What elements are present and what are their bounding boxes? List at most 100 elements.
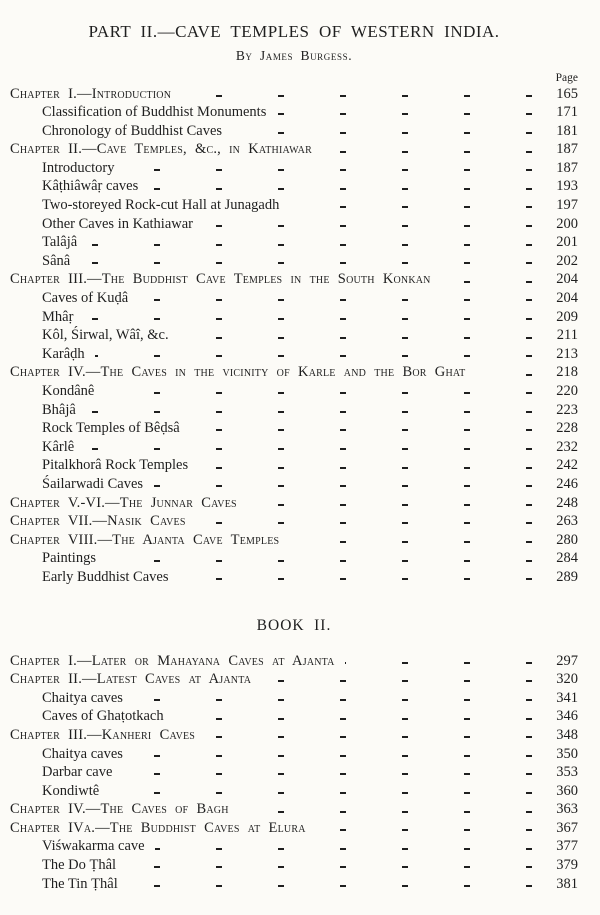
leader-dashes xyxy=(109,791,540,794)
toc-page-number: 232 xyxy=(556,438,578,455)
toc-entry-label: Chapter III.—The Buddhist Cave Temples i… xyxy=(10,271,431,288)
toc-page-number: 246 xyxy=(556,475,578,492)
toc-entry-label: Caves of Kuḍâ xyxy=(42,290,129,307)
toc-row: Darbar cave 353 xyxy=(10,763,578,782)
leader-dashes xyxy=(475,373,540,376)
toc-page-number: 197 xyxy=(556,197,578,214)
toc-row: Talâjâ 201 xyxy=(10,233,578,252)
toc-entry-label: Śailarwadi Caves xyxy=(42,475,144,492)
toc-page-number: 379 xyxy=(556,857,578,874)
toc-page-number: 181 xyxy=(556,122,578,139)
toc-page-number: 348 xyxy=(556,726,578,743)
toc-row: Viśwakarma cave 377 xyxy=(10,837,578,856)
toc-page-number: 187 xyxy=(556,141,578,158)
toc-page-number: 381 xyxy=(556,875,578,892)
toc-row: The Tin Ṭhâl 381 xyxy=(10,875,578,894)
toc-row: Kâṭhiâwâṛ caves 193 xyxy=(10,177,578,196)
toc-page-number: 289 xyxy=(556,568,578,585)
book-2-heading: BOOK II. xyxy=(256,616,332,634)
toc-row: Kondânê 220 xyxy=(10,382,578,401)
leader-dashes xyxy=(87,243,540,246)
toc-page-number: 297 xyxy=(556,652,578,669)
leader-dashes xyxy=(138,299,540,302)
toc-entry-label: Chapter IV.—The Caves in the vicinity of… xyxy=(10,364,466,381)
toc-entry-label: Talâjâ xyxy=(42,234,78,251)
toc-row: Chapter V.-VI.—The Junnar Caves 248 xyxy=(10,494,578,513)
toc-row: Chapter II.—Cave Temples, &c., in Kathia… xyxy=(10,140,578,159)
byline: By James Burgess. xyxy=(235,48,353,63)
toc-page-number: 218 xyxy=(556,364,578,381)
toc-entry-label: Chapter II.—Latest Caves at Ajanta xyxy=(10,671,252,688)
toc-entry-label: Mhâṛ xyxy=(42,308,74,325)
toc-row: Rock Temples of Bêḍsâ 228 xyxy=(10,419,578,438)
toc-page-number: 213 xyxy=(556,345,578,362)
leader-dashes xyxy=(124,169,540,172)
leader-dashes xyxy=(276,113,540,116)
toc-page-number: 228 xyxy=(556,420,578,437)
toc-page-number: 284 xyxy=(556,550,578,567)
toc-page-number: 211 xyxy=(556,327,578,344)
toc-entry-label: Other Caves in Kathiawar xyxy=(42,215,193,232)
toc-row: Chapter IV.—The Caves in the vicinity of… xyxy=(10,363,578,382)
toc-row: Chapter VIII.—The Ajanta Cave Temples 28… xyxy=(10,531,578,550)
toc-entry-label: The Do Ṭhâl xyxy=(42,857,117,874)
toc-page-number: 360 xyxy=(556,782,578,799)
toc-entry-label: Kondânê xyxy=(42,383,95,399)
leader-dashes xyxy=(205,736,540,739)
leader-dashes xyxy=(105,559,540,562)
leader-dashes xyxy=(238,810,540,813)
toc-row: Other Caves in Kathiawar 200 xyxy=(10,215,578,234)
leader-dashes xyxy=(315,829,540,832)
toc-row: Chaitya caves 341 xyxy=(10,689,578,708)
toc-entry-label: Kâṭhiâwâṛ caves xyxy=(42,178,139,195)
toc-row: Chaitya caves 350 xyxy=(10,745,578,764)
toc-entry-label: Introductory xyxy=(42,159,115,176)
leader-dashes xyxy=(122,773,540,776)
leader-dashes xyxy=(173,717,540,720)
leader-dashes xyxy=(104,392,540,395)
toc-row: Early Buddhist Caves 289 xyxy=(10,568,578,587)
toc-entry-label: Chapter III.—Kanheri Caves xyxy=(10,726,196,743)
toc-row: Sânâ 202 xyxy=(10,252,578,271)
toc-entry-label: Chapter V.-VI.—The Junnar Caves xyxy=(10,494,237,511)
leader-dashes xyxy=(321,150,540,153)
leader-dashes xyxy=(178,336,540,339)
leader-dashes xyxy=(94,355,540,358)
leader-dashes xyxy=(132,699,540,702)
leader-dashes xyxy=(127,884,540,887)
toc-page-number: 248 xyxy=(556,494,578,511)
toc-page-number: 263 xyxy=(556,513,578,530)
toc-entry-label: Chapter II.—Cave Temples, &c., in Kathia… xyxy=(10,141,312,158)
toc-entry-label: Chapter VII.—Nasik Caves xyxy=(10,513,186,530)
toc-row: Introductory 187 xyxy=(10,159,578,178)
leader-dashes xyxy=(261,680,540,683)
leader-dashes xyxy=(232,131,540,134)
toc-row: Chapter I.—Introduction 165 xyxy=(10,85,578,104)
toc-page-number: 320 xyxy=(556,671,578,688)
toc-row: Chronology of Buddhist Caves 181 xyxy=(10,122,578,141)
toc-entry-label: Chapter IV.—The Caves of Bagh xyxy=(10,801,229,818)
toc-entry-label: Karâḍh xyxy=(42,345,85,362)
toc-page-number: 193 xyxy=(556,178,578,195)
toc-entry-label: Chronology of Buddhist Caves xyxy=(42,122,223,139)
toc-row: Karâḍh 213 xyxy=(10,345,578,364)
toc-page-number: 209 xyxy=(556,308,578,325)
leader-dashes xyxy=(132,754,540,757)
toc-entry-label: Kârlê xyxy=(42,438,75,455)
toc-entry-label: Viśwakarma cave xyxy=(42,838,145,855)
leader-dashes xyxy=(148,187,540,190)
toc-entry-label: Two-storeyed Rock-cut Hall at Junagadh xyxy=(42,197,280,214)
toc-page-number: 204 xyxy=(556,290,578,307)
toc-entry-label: Chaitya caves xyxy=(42,745,123,762)
toc-row: Chapter IVa.—The Buddhist Caves at Elura… xyxy=(10,819,578,838)
leader-dashes xyxy=(344,661,540,664)
toc-page-number: 202 xyxy=(556,252,578,269)
toc-entry-label: Caves of Ghaṭotkach xyxy=(42,708,164,725)
toc-row: Bhâjâ 223 xyxy=(10,401,578,420)
toc-page-number: 280 xyxy=(556,531,578,548)
toc-page-number: 187 xyxy=(556,159,578,176)
toc-entry-label: Pitalkhorâ Rock Temples xyxy=(42,457,189,474)
toc-page-number: 165 xyxy=(556,85,578,102)
toc-entry-label: Chapter I.—Later or Mahayana Caves at Aj… xyxy=(10,652,335,669)
